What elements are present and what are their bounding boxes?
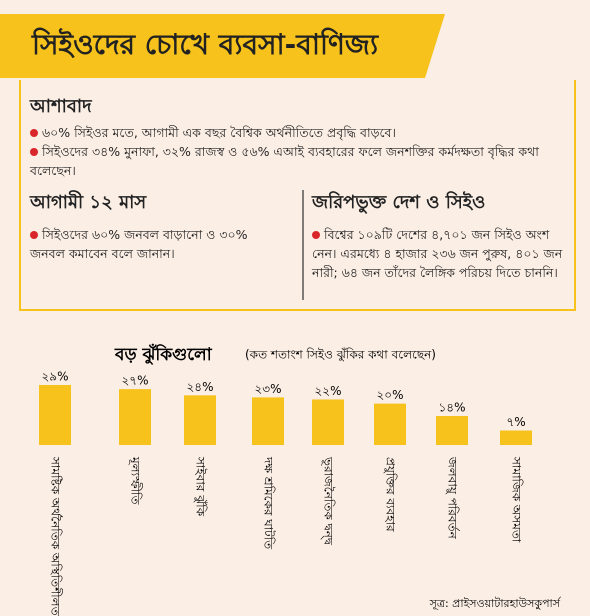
optimism: আশাবাদ ৬০% সিইওর মতে, আগামী এক বছর বৈশ্ব… [30,92,570,180]
value-label: ৭% [506,415,525,429]
heading: আগামী ১২ মাস [30,192,147,213]
category-label: ভূরাজনৈতিক দ্বন্দ্ব [320,456,335,546]
heading: জরিপভুক্ত দেশ ও সিইও [312,192,486,213]
next-months: আগামী ১২ মাস সিইওদের ৬০% জনবল বাড়ানো ও … [30,188,285,263]
category-label: দক্ষ শ্রমিকের ঘাটতি [262,456,276,550]
survey: জরিপভুক্ত দেশ ও সিইও বিশ্বের ১০৯টি দেশের… [312,188,567,282]
point: সিইওদের ৩৪% মুনাফা, ৩২% রাজস্ব ও ৫৬% এআই… [30,142,570,180]
value-label: ১৪% [439,401,466,415]
bar [374,403,406,445]
point: বিশ্বের ১০৯টি দেশের ৪,৭০১ জন সিইও অংশ নে… [312,225,567,282]
point: সিইওদের ৬০% জনবল বাড়ানো ও ৩০% জনবল কমাব… [30,225,285,263]
title-band [0,14,445,78]
text: সিইওদের ৩৪% মুনাফা, ৩২% রাজস্ব ও ৫৬% এআই… [30,144,539,178]
text: বিশ্বের ১০৯টি দেশের ৪,৭০১ জন সিইও অংশ নে… [312,227,563,280]
frame [19,80,576,311]
value-label: ২৯% [42,370,69,384]
category-label: সামাজিক অসমতা [510,456,524,543]
text: সিইওদের ৬০% জনবল বাড়ানো ও ৩০% জনবল কমাব… [30,227,248,261]
chart-subtitle: (কত শতাংশ সিইও ঝুঁকির কথা বলেছেন) [245,347,436,362]
title: সিইওদের চোখে ব্যবসা-বাণিজ্য [31,27,379,61]
source: সূত্র: প্রাইসওয়াটারহাউসকুপার্স [429,597,562,610]
value-label: ২৭% [121,374,148,388]
point: ৬০% সিইওর মতে, আগামী এক বছর বৈশ্বিক অর্থ… [30,123,570,142]
bar [39,385,71,445]
bar [436,416,468,445]
bar [500,430,532,445]
bar [184,395,216,445]
category-label: প্রযুক্তির ব্যবহার [383,457,398,532]
heading: আশাবাদ [30,96,92,117]
category-label: সামষ্টিক অর্থনৈতিক অস্থিতিশীলতা [49,456,63,616]
value-label: ২৪% [187,380,214,394]
text: ৬০% সিইওর মতে, আগামী এক বছর বৈশ্বিক অর্থ… [42,125,396,140]
value-label: ২৩% [254,382,281,396]
chart-title: বড় ঝুঁকিগুলো [114,343,213,365]
category-label: মূল্যস্ফীতি [128,456,143,505]
bar [252,397,284,445]
bar [119,389,151,445]
bar [312,399,344,445]
category-label: সাইবার ঝুঁকি [193,456,208,517]
value-label: ২০% [376,388,403,402]
value-label: ২২% [314,384,341,398]
category-label: জলবায়ু পরিবর্তন [445,456,460,540]
